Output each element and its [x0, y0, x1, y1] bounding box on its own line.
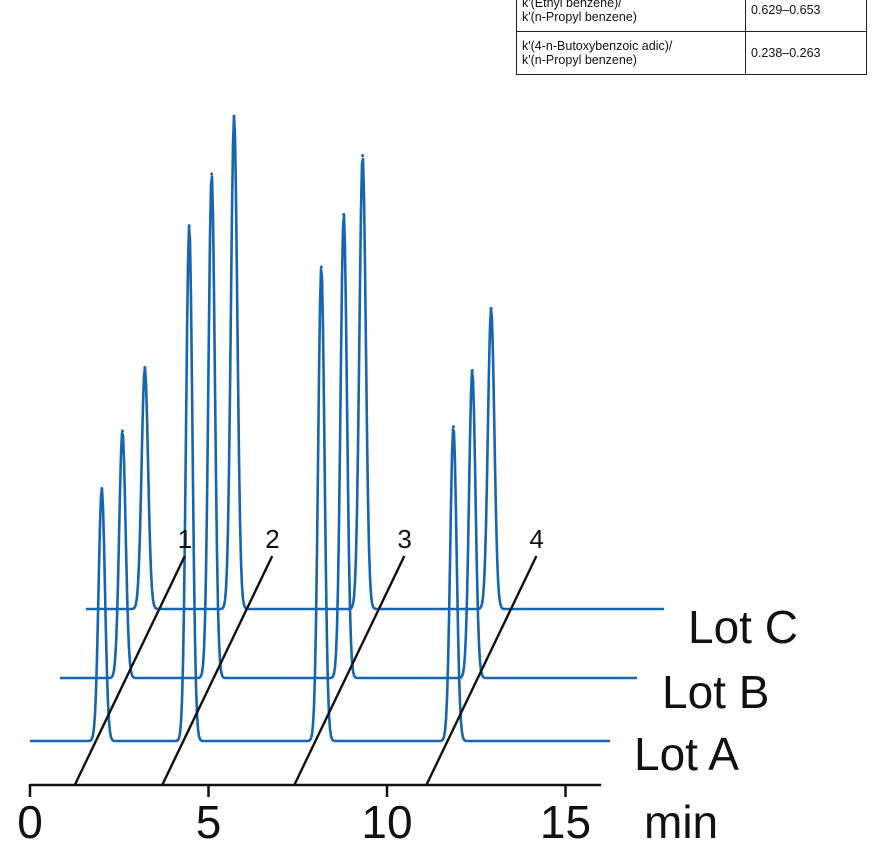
chromatogram-trace-line [29, 225, 611, 743]
peak-number-label: 4 [529, 524, 543, 554]
x-tick-label: 15 [540, 796, 591, 843]
series-label: Lot B [662, 666, 769, 718]
peak-number-label: 2 [265, 524, 279, 554]
peak-guide-line [161, 555, 274, 786]
peak-number-label: 1 [178, 524, 192, 554]
peak-apex-point [143, 366, 147, 370]
peak-guide-line [73, 555, 186, 786]
table-cell-ratio: k'(4-n-Butoxybenzoic adic)/ k'(n-Propyl … [516, 31, 746, 75]
peak-apex-point [210, 172, 214, 176]
x-tick-label: 5 [196, 796, 222, 843]
chromatogram-trace-line [59, 175, 638, 680]
ratio-denominator: k'(n-Propyl benzene) [522, 10, 637, 24]
ratio-denominator: k'(n-Propyl benzene) [522, 53, 637, 67]
selectivity-table: k'(Ethyl benzene)/ k'(n-Propyl benzene) … [516, 0, 867, 75]
peak-apex-point [100, 487, 104, 491]
chromatogram-traces [29, 114, 665, 743]
x-axis: 0 5 10 15 min [17, 783, 718, 843]
peak-apex-point [187, 224, 191, 228]
peak-number-label: 3 [397, 524, 411, 554]
ratio-numerator: k'(Ethyl benzene)/ [522, 0, 622, 10]
peak-guide-lines: 1 2 3 4 [73, 524, 544, 786]
peak-apex-point [489, 306, 493, 310]
peak-guide-line [293, 555, 406, 786]
x-tick-label: 0 [17, 796, 43, 843]
peak-apex-point [342, 212, 346, 216]
ratio-numerator: k'(4-n-Butoxybenzoic adic)/ [522, 39, 673, 53]
table-cell-value: 0.629–0.653 [745, 0, 867, 32]
x-axis-unit-label: min [644, 796, 718, 843]
series-label: Lot A [634, 728, 739, 780]
table-row: k'(4-n-Butoxybenzoic adic)/ k'(n-Propyl … [516, 31, 867, 75]
table-cell-value: 0.238–0.263 [745, 31, 867, 75]
x-tick-label: 10 [361, 796, 412, 843]
peak-apex-point [470, 369, 474, 373]
peak-apex-point [120, 429, 124, 433]
peak-apex-point [361, 154, 365, 158]
peak-apex-point [451, 425, 455, 429]
peak-apex-point [232, 114, 236, 118]
peak-guide-line [425, 555, 538, 786]
table-row: k'(Ethyl benzene)/ k'(n-Propyl benzene) … [516, 0, 867, 32]
series-labels: Lot A Lot B Lot C [634, 601, 798, 780]
peak-apex-point [319, 265, 323, 269]
series-label: Lot C [688, 601, 798, 653]
table-cell-ratio: k'(Ethyl benzene)/ k'(n-Propyl benzene) [516, 0, 746, 32]
chromatogram-trace-line [85, 115, 665, 611]
